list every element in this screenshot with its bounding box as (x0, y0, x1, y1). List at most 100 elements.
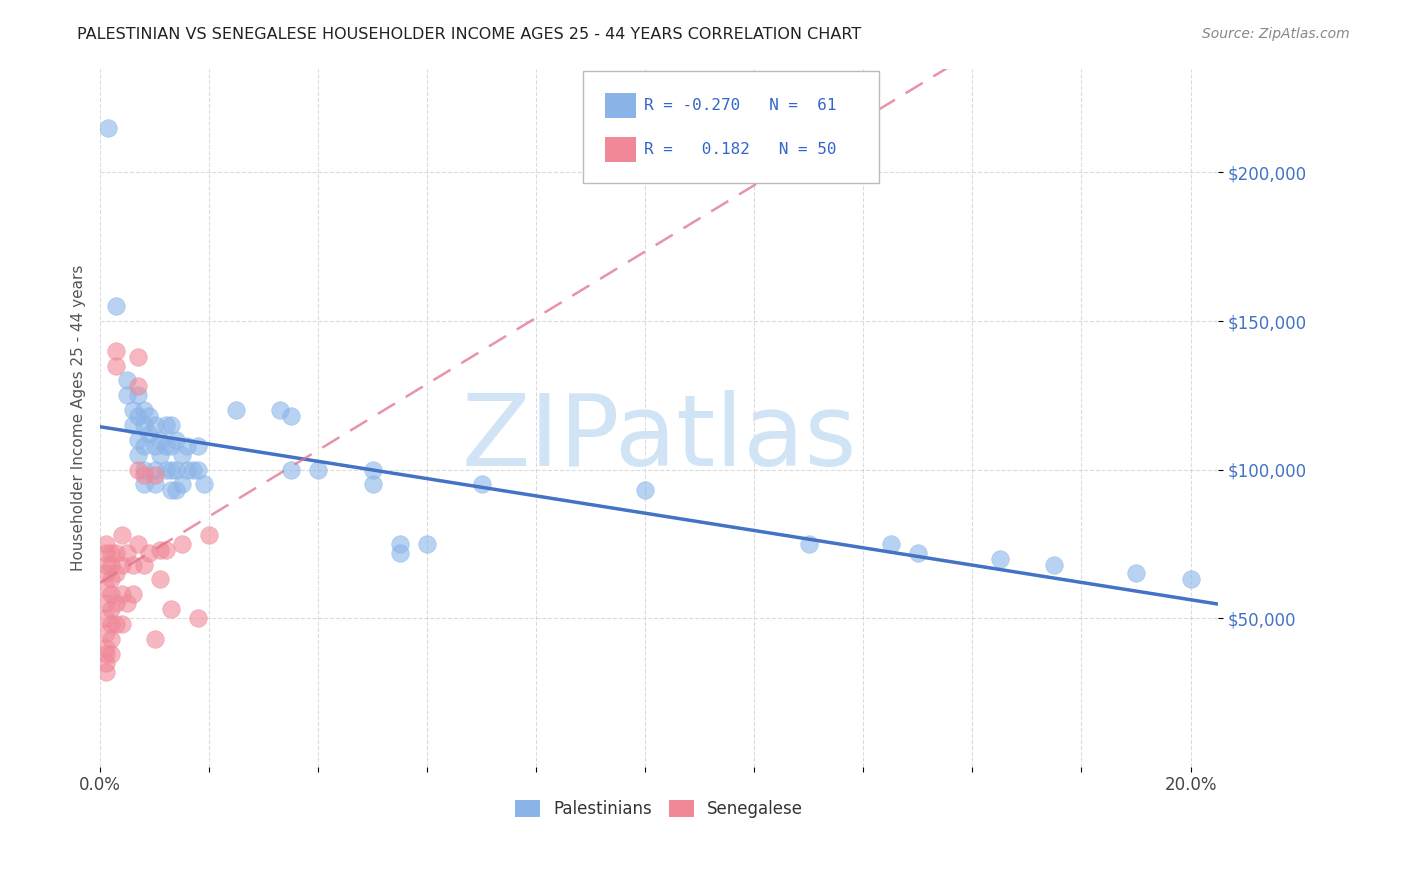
Point (100, 558, 122, 572)
Point (94, 537, 117, 551)
Point (181, 462, 204, 476)
Point (100, 587, 122, 601)
Point (105, 359, 128, 373)
Point (132, 439, 155, 453)
Point (166, 433, 188, 447)
Point (879, 537, 901, 551)
Point (94, 626, 117, 640)
Point (160, 417, 183, 432)
Point (127, 462, 149, 476)
Point (132, 403, 155, 417)
Point (105, 343, 128, 358)
Point (132, 462, 155, 476)
Point (797, 537, 820, 551)
Point (187, 611, 209, 625)
Point (907, 546, 929, 560)
Point (127, 388, 149, 402)
Point (138, 546, 160, 560)
Point (166, 483, 188, 498)
Point (105, 546, 128, 560)
Point (105, 596, 128, 610)
Point (121, 558, 143, 572)
Point (1180, 573, 1202, 587)
Point (1043, 558, 1066, 572)
Point (127, 350, 149, 364)
Point (100, 573, 122, 587)
Point (117, 373, 139, 387)
Point (132, 417, 155, 432)
Point (471, 477, 494, 491)
Point (111, 558, 134, 572)
Legend: Palestinians, Senegalese: Palestinians, Senegalese (508, 793, 810, 824)
Point (416, 537, 439, 551)
Point (132, 477, 155, 491)
Point (361, 462, 384, 476)
Point (127, 537, 149, 551)
Point (170, 477, 193, 491)
Point (170, 537, 193, 551)
Point (143, 632, 166, 646)
Point (155, 462, 177, 476)
Point (94, 596, 117, 610)
Point (155, 542, 177, 557)
Point (117, 388, 139, 402)
Point (198, 528, 221, 542)
Point (388, 546, 411, 560)
Point (187, 462, 209, 476)
Point (138, 409, 160, 423)
Point (634, 483, 657, 498)
Point (100, 602, 122, 616)
Point (160, 483, 183, 498)
Point (143, 477, 166, 491)
Point (143, 417, 166, 432)
Point (269, 403, 291, 417)
Point (94, 566, 117, 581)
Point (149, 448, 172, 462)
Point (143, 462, 166, 476)
Point (94, 665, 117, 679)
Point (149, 433, 172, 447)
Point (160, 602, 183, 616)
Point (94, 558, 117, 572)
Point (111, 617, 134, 632)
Point (117, 546, 139, 560)
Point (127, 409, 149, 423)
Point (94, 656, 117, 670)
Point (160, 439, 183, 453)
Point (94, 647, 117, 661)
Point (111, 528, 134, 542)
Text: Source: ZipAtlas.com: Source: ZipAtlas.com (1202, 27, 1350, 41)
Point (280, 409, 302, 423)
Point (149, 542, 172, 557)
Point (127, 433, 149, 447)
Point (132, 468, 155, 483)
Point (111, 587, 134, 601)
Point (176, 439, 198, 453)
Point (105, 566, 128, 581)
Text: R =   0.182   N = 50: R = 0.182 N = 50 (644, 143, 837, 157)
Point (100, 617, 122, 632)
Point (193, 477, 215, 491)
Point (307, 462, 329, 476)
Point (121, 587, 143, 601)
Point (143, 468, 166, 483)
Point (94, 546, 117, 560)
Point (100, 632, 122, 646)
Point (132, 558, 155, 572)
Point (127, 448, 149, 462)
Point (97, 120, 120, 135)
Point (166, 462, 188, 476)
Y-axis label: Householder Income Ages 25 - 44 years: Householder Income Ages 25 - 44 years (72, 264, 86, 571)
Point (100, 546, 122, 560)
Text: ZIPatlas: ZIPatlas (461, 390, 856, 487)
Point (155, 417, 177, 432)
Point (280, 462, 302, 476)
Point (127, 379, 149, 393)
Point (117, 596, 139, 610)
Point (121, 417, 143, 432)
Point (176, 462, 198, 476)
Point (121, 403, 143, 417)
Point (160, 462, 183, 476)
Point (138, 426, 160, 441)
Point (155, 439, 177, 453)
